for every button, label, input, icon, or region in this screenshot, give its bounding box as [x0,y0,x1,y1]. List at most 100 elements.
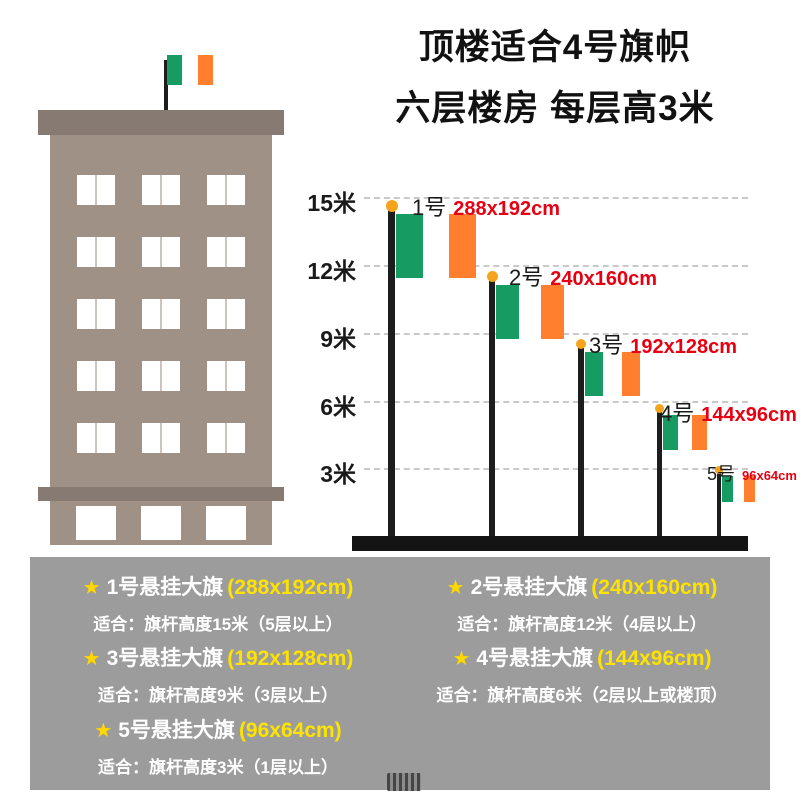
legend-desc: 适合：旗杆高度12米（4层以上） [457,614,707,634]
flag-stripe-orange [692,415,708,450]
star-icon: ★ [82,576,101,599]
pole-flag-size: 288x192cm [453,198,561,220]
window [141,423,180,453]
flag-stripe-orange [449,214,477,278]
star-icon: ★ [446,576,465,599]
legend-desc: 适合：旗杆高度3米（1层以上） [98,758,338,778]
pole-finial [386,200,398,212]
flagpole-1 [388,205,395,537]
flag-stripe-green [585,352,604,396]
legend-name: 1号悬挂大旗 [106,575,224,599]
legend-desc: 适合：旗杆高度15米（5层以上） [93,614,343,634]
window [77,175,116,205]
ireland-flag-1 [396,214,477,278]
building-ground-floor [50,501,272,545]
pole-number: 1号 [412,195,447,220]
legend-title: ★ 2号悬挂大旗 (240x160cm) [400,571,764,601]
ireland-flag-3 [585,352,640,396]
ground-base [352,536,748,551]
legend-size: (240x160cm) [591,575,718,599]
flag-stripe-green [496,285,519,339]
pole-number: 5号 [707,464,736,484]
legend-desc: 适合：旗杆高度6米（2层以上或楼顶） [436,686,728,706]
flag-stripe-green [396,214,423,278]
legend-item-2: ★ 2号悬挂大旗 (240x160cm) 适合：旗杆高度12米（4层以上） [400,571,764,635]
ireland-flag-4 [663,415,708,450]
flag-stripe-green [663,415,678,450]
legend-size: (288x192cm) [227,575,354,599]
window [141,361,180,391]
rooftop-flagpole [164,60,168,112]
star-icon: ★ [452,648,471,671]
window [141,175,180,205]
flagpole-2 [489,276,495,537]
scale-label-15m: 15米 [307,190,356,216]
flag-stripe-green [167,55,183,85]
flag-stripe-white [677,415,693,450]
legend-title: ★ 1号悬挂大旗 (288x192cm) [36,571,400,601]
legend-size: (144x96cm) [597,647,712,671]
watermark-logo [387,773,421,791]
legend-item-5: ★ 5号悬挂大旗 (96x64cm) 适合：旗杆高度3米（1层以上） [36,714,400,778]
flag-stripe-green [722,476,733,502]
flag-stripe-white [603,352,622,396]
building-roof [38,110,284,135]
title-block: 顶楼适合4号旗帜 六层楼房 每层高3米 [330,30,780,126]
legend-item-1: ★ 1号悬挂大旗 (288x192cm) 适合：旗杆高度15米（5层以上） [36,571,400,635]
legend-name: 4号悬挂大旗 [476,647,594,671]
legend-size: (192x128cm) [227,647,354,671]
window [206,299,245,329]
window [77,361,116,391]
flagpole-3 [578,344,584,537]
scale-label-12m: 12米 [307,258,356,284]
pole-label-1: 1号 288x192cm [412,190,560,222]
pole-number: 4号 [660,401,695,426]
pole-number: 3号 [589,333,624,358]
legend-size: (96x64cm) [238,719,342,743]
window [77,299,116,329]
window [206,237,245,267]
rooftop-ireland-flag [167,55,213,85]
flag-stripe-orange [541,285,565,339]
pole-number: 2号 [509,265,544,290]
scale-label-6m: 6米 [320,394,356,420]
pole-flag-size: 192x128cm [630,336,738,358]
legend-desc: 适合：旗杆高度9米（3层以上） [98,686,338,706]
window [77,237,116,267]
legend-item-4: ★ 4号悬挂大旗 (144x96cm) 适合：旗杆高度6米（2层以上或楼顶） [400,642,764,706]
window [141,299,180,329]
scale-label-9m: 9米 [320,326,356,352]
pole-label-5: 5号 96x64cm [707,460,797,486]
window [206,361,245,391]
flagpole-4 [657,408,662,537]
legend-title: ★ 3号悬挂大旗 (192x128cm) [36,642,400,672]
pole-finial [487,271,498,282]
legend-item-3: ★ 3号悬挂大旗 (192x128cm) 适合：旗杆高度9米（3层以上） [36,642,400,706]
star-icon: ★ [94,720,113,743]
legend-name: 3号悬挂大旗 [106,647,224,671]
ground-floor-window [140,506,181,540]
legend-panel: ★ 1号悬挂大旗 (288x192cm) 适合：旗杆高度15米（5层以上） ★ 2号悬… [30,557,770,790]
building-ledge [38,487,284,501]
star-icon: ★ [82,648,101,671]
flag-stripe-orange [197,55,213,85]
flag-stripe-white [518,285,542,339]
legend-name: 2号悬挂大旗 [470,575,588,599]
dashed-guide-line [364,197,748,199]
title-line-1: 顶楼适合4号旗帜 [418,28,692,67]
ireland-flag-2 [496,285,565,339]
dashed-guide-line [364,265,748,267]
flag-stripe-orange [621,352,640,396]
title-line-2: 六层楼房 每层高3米 [395,89,715,128]
pole-label-3: 3号 192x128cm [589,328,737,360]
dashed-guide-line [364,468,748,470]
window [77,423,116,453]
pole-label-4: 4号 144x96cm [660,396,797,428]
window [141,237,180,267]
pole-flag-size: 144x96cm [701,404,797,426]
window [206,175,245,205]
pole-finial [655,404,664,413]
ireland-flag-5 [722,476,755,502]
legend-title: ★ 4号悬挂大旗 (144x96cm) [400,642,764,672]
